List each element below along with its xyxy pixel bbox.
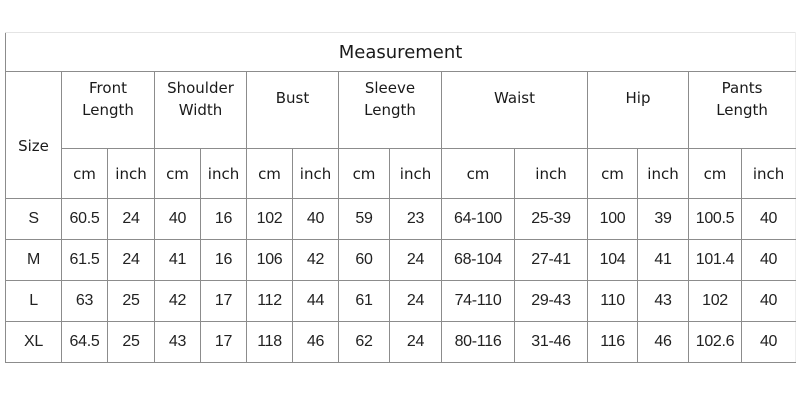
value-cell: 42 — [154, 280, 201, 322]
value-cell: 40 — [292, 198, 339, 240]
value-cell: 40 — [740, 321, 797, 363]
value-cell: 112 — [246, 280, 293, 322]
value-cell: 25 — [107, 280, 155, 322]
value-cell: 46 — [637, 321, 689, 363]
value-cell: 24 — [389, 321, 442, 363]
size-cell: XL — [5, 321, 62, 363]
unit-header-cm: cm — [587, 148, 638, 199]
header-line: Shoulder — [167, 79, 234, 97]
value-cell: 101.4 — [688, 239, 742, 281]
size-cell: S — [5, 198, 62, 240]
value-cell: 68-104 — [441, 239, 515, 281]
column-group-header: Hip — [587, 71, 689, 149]
value-cell: 46 — [292, 321, 339, 363]
value-cell: 100.5 — [688, 198, 742, 240]
value-cell: 104 — [587, 239, 638, 281]
unit-header-cm: cm — [338, 148, 390, 199]
header-line: Bust — [275, 89, 310, 107]
value-cell: 64.5 — [61, 321, 108, 363]
value-cell: 43 — [154, 321, 201, 363]
value-cell: 40 — [154, 198, 201, 240]
value-cell: 42 — [292, 239, 339, 281]
header-line: Pants — [721, 79, 763, 97]
header-line: Length — [716, 101, 768, 119]
value-cell: 29-43 — [514, 280, 588, 322]
value-cell: 40 — [740, 198, 797, 240]
value-cell: 61.5 — [61, 239, 108, 281]
table-title: Measurement — [4, 32, 797, 72]
value-cell: 24 — [389, 239, 442, 281]
value-cell: 80-116 — [441, 321, 515, 363]
value-cell: 64-100 — [441, 198, 515, 240]
header-line: Length — [82, 101, 134, 119]
value-cell: 25-39 — [514, 198, 588, 240]
value-cell: 44 — [292, 280, 339, 322]
value-cell: 100 — [587, 198, 638, 240]
header-line: Front — [89, 79, 127, 97]
value-cell: 41 — [637, 239, 689, 281]
unit-header-inch: inch — [389, 148, 442, 199]
value-cell: 61 — [338, 280, 390, 322]
table-row: L 63 25 42 17 112 44 61 24 74-110 29-43 110 43 102 40 — [5, 280, 797, 322]
header-line: Waist — [494, 89, 535, 107]
value-cell: 102.6 — [688, 321, 742, 363]
value-cell: 60 — [338, 239, 390, 281]
value-cell: 41 — [154, 239, 201, 281]
unit-header-cm: cm — [61, 148, 108, 199]
unit-header-inch: inch — [740, 148, 797, 199]
unit-header-cm: cm — [246, 148, 293, 199]
unit-header-inch: inch — [292, 148, 339, 199]
column-group-header: Pants Length — [687, 71, 797, 149]
value-cell: 106 — [246, 239, 293, 281]
value-cell: 17 — [200, 280, 247, 322]
table-row: XL 64.5 25 43 17 118 46 62 24 80-116 31-46 116 46 102… — [5, 321, 797, 363]
value-cell: 63 — [61, 280, 108, 322]
unit-header-inch: inch — [200, 148, 247, 199]
value-cell: 116 — [587, 321, 638, 363]
unit-header-inch: inch — [637, 148, 689, 199]
value-cell: 60.5 — [61, 198, 108, 240]
value-cell: 102 — [246, 198, 293, 240]
header-line: Sleeve — [364, 79, 416, 97]
unit-header-inch: inch — [514, 148, 588, 199]
unit-header-cm: cm — [688, 148, 742, 199]
value-cell: 40 — [740, 280, 797, 322]
size-column-header: Size — [5, 71, 62, 199]
value-cell: 102 — [688, 280, 742, 322]
value-cell: 39 — [637, 198, 689, 240]
unit-header-cm: cm — [154, 148, 201, 199]
value-cell: 16 — [200, 198, 247, 240]
value-cell: 27-41 — [514, 239, 588, 281]
value-cell: 16 — [200, 239, 247, 281]
value-cell: 110 — [587, 280, 638, 322]
unit-header-cm: cm — [441, 148, 515, 199]
table-row: S 60.5 24 40 16 102 40 59 23 64-100 25-39 100 39 100.… — [5, 198, 797, 240]
column-group-header: Bust — [246, 71, 339, 149]
value-cell: 118 — [246, 321, 293, 363]
value-cell: 24 — [107, 198, 155, 240]
value-cell: 17 — [200, 321, 247, 363]
value-cell: 74-110 — [441, 280, 515, 322]
column-group-header: Shoulder Width — [154, 71, 247, 149]
value-cell: 24 — [107, 239, 155, 281]
header-line: Width — [178, 101, 223, 119]
column-group-header: Front Length — [61, 71, 155, 149]
size-cell: L — [5, 280, 62, 322]
value-cell: 23 — [389, 198, 442, 240]
value-cell: 24 — [389, 280, 442, 322]
column-group-header: Sleeve Length — [338, 71, 442, 149]
table-row: M 61.5 24 41 16 106 42 60 24 68-104 27-41 104 41 101.… — [5, 239, 797, 281]
value-cell: 31-46 — [514, 321, 588, 363]
header-line: Length — [364, 101, 416, 119]
value-cell: 59 — [338, 198, 390, 240]
unit-header-inch: inch — [107, 148, 155, 199]
size-cell: M — [5, 239, 62, 281]
value-cell: 43 — [637, 280, 689, 322]
size-chart-table: Measurement Size Front Length Shoulder Widt… — [4, 32, 797, 363]
value-cell: 25 — [107, 321, 155, 363]
header-line: Hip — [625, 89, 651, 107]
value-cell: 40 — [740, 239, 797, 281]
column-group-header: Waist — [441, 71, 588, 149]
value-cell: 62 — [338, 321, 390, 363]
